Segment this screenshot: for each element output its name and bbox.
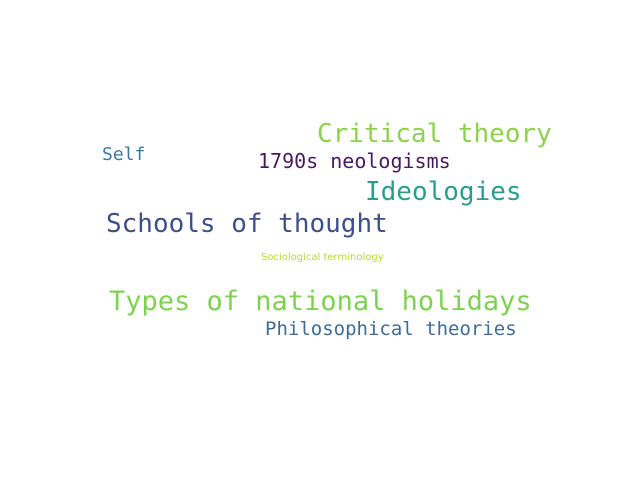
word-1790s-neologisms: 1790s neologisms bbox=[258, 149, 451, 173]
word-types-of-national-holidays: Types of national holidays bbox=[109, 286, 532, 317]
word-critical-theory: Critical theory bbox=[317, 119, 552, 149]
word-sociological-terminology: Sociological terminology bbox=[261, 252, 384, 263]
word-self: Self bbox=[102, 144, 146, 165]
word-ideologies: Ideologies bbox=[365, 177, 522, 207]
word-schools-of-thought: Schools of thought bbox=[106, 209, 388, 239]
word-philosophical-theories: Philosophical theories bbox=[265, 318, 517, 340]
